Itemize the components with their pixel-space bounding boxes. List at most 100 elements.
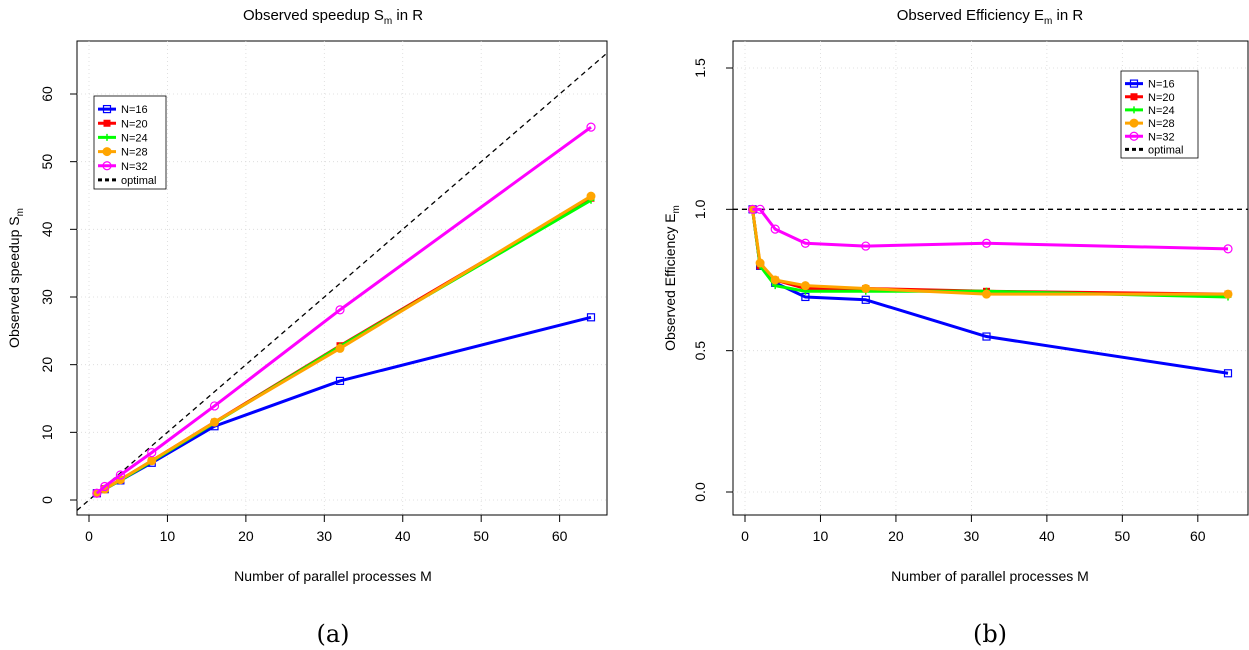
legend-label: N=32 (1148, 131, 1175, 143)
chart-a-y-axis-label: Observed speedup Sm (6, 208, 26, 348)
legend-label: N=20 (121, 118, 148, 130)
series-n-28 (748, 204, 1233, 299)
data-point (800, 281, 810, 291)
chart-b-series-group (747, 204, 1233, 378)
chart-b-caption: (b) (973, 620, 1007, 648)
x-tick-label: 60 (552, 528, 568, 544)
legend-box (1120, 70, 1199, 159)
x-tick-label: 20 (888, 528, 904, 544)
data-point (100, 481, 110, 492)
legend-box (93, 95, 167, 190)
legend-entry: optimal (1125, 144, 1183, 156)
chart-b-plot-frame (732, 40, 1249, 516)
chart-a-plot-frame (76, 40, 608, 516)
legend-label: optimal (1148, 144, 1183, 156)
series-n-28 (92, 191, 596, 498)
chart-a-x-axis-label: Number of parallel processes M (234, 568, 432, 584)
legend-label: N=28 (1148, 118, 1175, 130)
series-line (96, 194, 592, 495)
legend-marker (1130, 106, 1138, 114)
data-point (335, 376, 345, 386)
data-point (755, 258, 765, 268)
legend-entry: N=28 (1125, 118, 1175, 130)
x-tick-label: 40 (1039, 528, 1055, 544)
y-tick-label: 50 (39, 154, 55, 170)
data-point (982, 332, 991, 341)
legend-marker (1129, 79, 1139, 88)
legend-label: N=16 (121, 104, 148, 116)
data-point (586, 122, 596, 132)
data-point (147, 448, 157, 458)
series-n-20 (749, 205, 1232, 298)
legend-entry: N=20 (1125, 92, 1175, 104)
x-tick-label: 60 (1190, 528, 1206, 544)
data-point (861, 241, 871, 251)
chart-b-x-axis-label: Number of parallel processes M (891, 568, 1089, 584)
series-line (751, 209, 1229, 299)
legend-entry: N=32 (1125, 131, 1175, 143)
data-point (1223, 244, 1233, 254)
x-tick-label: 20 (238, 528, 254, 544)
chart-b-y-axis-label: Observed Efficiency Em (662, 205, 682, 351)
y-tick-label: 40 (39, 221, 55, 237)
x-tick-label: 30 (317, 528, 333, 544)
series-line (95, 125, 592, 495)
x-tick-label: 10 (813, 528, 829, 544)
legend-entry: N=24 (98, 132, 148, 144)
legend-label: N=28 (121, 147, 148, 159)
legend-label: N=20 (1148, 92, 1175, 104)
legend-label: N=32 (121, 161, 148, 173)
chart-b-x-axis: 0 10 20 30 40 50 60 (741, 515, 1206, 544)
legend-marker (102, 161, 112, 171)
legend-entry: N=32 (98, 161, 148, 173)
chart-b-y-axis: 0.0 0.5 1.0 1.5 (692, 58, 733, 502)
legend-entry: optimal (98, 175, 156, 187)
data-point (209, 401, 220, 411)
y-tick-label: 1.5 (692, 58, 708, 78)
legend-marker (102, 147, 112, 157)
x-tick-label: 0 (741, 528, 749, 544)
data-point (335, 305, 345, 315)
legend-marker (1129, 118, 1139, 128)
chart-a-y-axis: 0 10 20 30 40 50 60 (39, 86, 77, 504)
chart-b-grid (733, 41, 1248, 515)
chart-a-legend: N=16 N=20 N=24 N=28 N=32 optimal (93, 95, 167, 190)
y-tick-label: 20 (39, 357, 55, 373)
legend-entry: N=24 (1125, 105, 1175, 117)
chart-a-caption: (a) (316, 620, 349, 648)
chart-a-grid (77, 41, 607, 515)
x-tick-label: 30 (964, 528, 980, 544)
legend-label: N=16 (1148, 79, 1175, 91)
data-point (755, 204, 765, 214)
legend-entry: N=16 (1125, 79, 1175, 91)
series-n-32 (747, 204, 1233, 254)
x-tick-label: 50 (473, 528, 489, 544)
x-tick-label: 10 (160, 528, 176, 544)
y-tick-label: 10 (39, 424, 55, 440)
y-tick-label: 30 (39, 289, 55, 305)
legend-label: N=24 (121, 132, 148, 144)
data-point (1223, 369, 1233, 378)
y-tick-label: 0 (39, 496, 55, 504)
data-point (586, 191, 596, 201)
chart-b-title: Observed Efficiency Em in R (897, 7, 1084, 27)
legend-marker (102, 104, 112, 114)
series-n-32 (92, 122, 596, 498)
legend-marker (1130, 93, 1138, 101)
y-tick-label: 0.0 (692, 482, 708, 502)
data-point (770, 275, 780, 285)
y-tick-label: 60 (39, 86, 55, 102)
data-point (1223, 289, 1233, 299)
series-line (751, 209, 1229, 296)
x-tick-label: 50 (1115, 528, 1131, 544)
data-point (861, 295, 870, 304)
data-point (861, 283, 871, 293)
legend-label: optimal (121, 175, 156, 187)
data-point (92, 488, 102, 498)
data-point (115, 470, 125, 480)
series-line (751, 209, 1228, 296)
legend-entry: N=16 (98, 104, 148, 116)
